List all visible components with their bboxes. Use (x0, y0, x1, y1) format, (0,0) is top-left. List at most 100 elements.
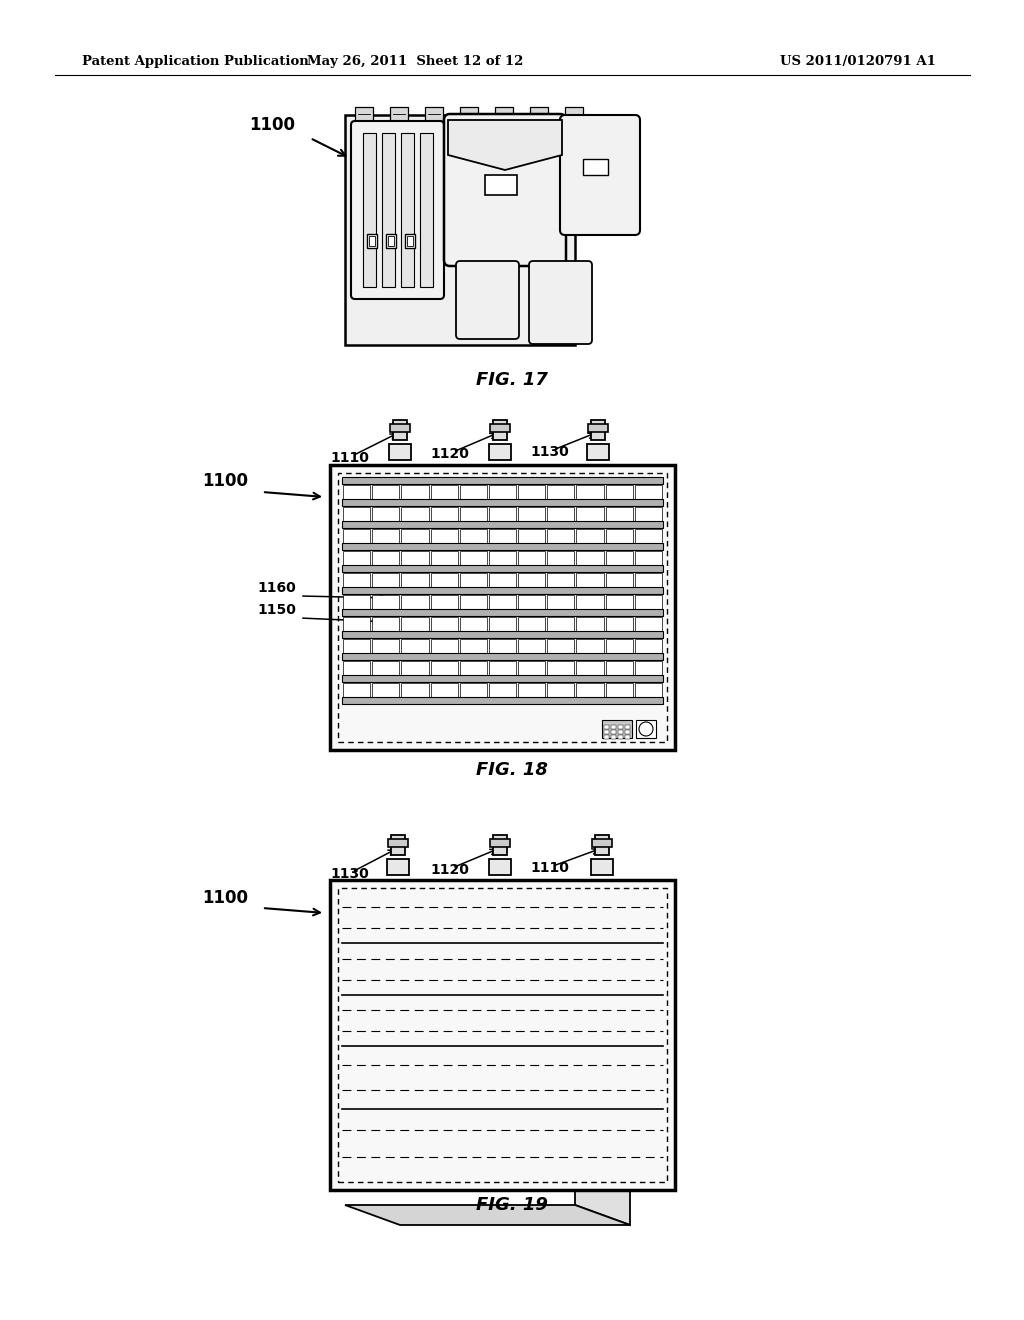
Bar (577, 616, 603, 631)
Bar (372, 529, 399, 543)
Bar (635, 616, 662, 631)
Bar (342, 587, 663, 594)
Bar (493, 420, 507, 440)
Bar (343, 573, 371, 587)
Bar (488, 550, 516, 565)
Bar (547, 550, 574, 565)
Bar (635, 682, 662, 697)
Bar (393, 420, 407, 440)
Bar (635, 595, 662, 609)
Bar (635, 507, 662, 521)
Text: 1100: 1100 (249, 116, 295, 135)
Bar (372, 484, 399, 499)
Bar (583, 158, 608, 176)
Bar (577, 682, 603, 697)
FancyBboxPatch shape (560, 115, 640, 235)
Bar (388, 840, 408, 847)
Bar (605, 573, 633, 587)
Bar (342, 609, 663, 616)
Bar (577, 573, 603, 587)
Bar (605, 595, 633, 609)
Bar (407, 236, 413, 246)
Bar (343, 550, 371, 565)
Bar (547, 616, 574, 631)
Bar (635, 639, 662, 653)
Bar (588, 424, 608, 432)
Bar (343, 484, 371, 499)
Bar (490, 840, 510, 847)
Bar (625, 725, 630, 729)
Bar (401, 133, 414, 286)
Bar (547, 639, 574, 653)
Bar (430, 484, 458, 499)
FancyBboxPatch shape (444, 114, 566, 267)
Bar (387, 859, 409, 875)
Text: 1100: 1100 (202, 888, 248, 907)
Bar (372, 573, 399, 587)
Bar (342, 653, 663, 660)
Bar (343, 682, 371, 697)
Bar (430, 616, 458, 631)
Bar (488, 484, 516, 499)
Text: FIG. 17: FIG. 17 (476, 371, 548, 389)
Bar (618, 730, 623, 734)
Text: 1110: 1110 (530, 861, 569, 875)
Bar (355, 107, 373, 121)
Bar (372, 550, 399, 565)
Bar (618, 725, 623, 729)
Bar (602, 719, 632, 738)
Bar (460, 639, 486, 653)
Bar (577, 484, 603, 499)
FancyBboxPatch shape (351, 121, 444, 300)
Bar (547, 573, 574, 587)
Bar (518, 682, 545, 697)
Bar (577, 550, 603, 565)
Bar (342, 521, 663, 528)
Text: FIG. 19: FIG. 19 (476, 1196, 548, 1214)
Bar (401, 507, 429, 521)
Bar (362, 133, 376, 286)
Bar (401, 616, 429, 631)
Bar (386, 234, 396, 248)
Bar (388, 236, 394, 246)
Bar (488, 661, 516, 675)
Bar (547, 595, 574, 609)
Bar (401, 661, 429, 675)
Text: 1130: 1130 (330, 867, 369, 880)
Bar (460, 507, 486, 521)
Text: Patent Application Publication: Patent Application Publication (82, 55, 309, 69)
Bar (401, 529, 429, 543)
Bar (611, 730, 616, 734)
Bar (391, 836, 406, 855)
Bar (488, 529, 516, 543)
Bar (547, 484, 574, 499)
Bar (372, 661, 399, 675)
Text: 1120: 1120 (430, 863, 469, 876)
Bar (342, 543, 663, 550)
Bar (343, 595, 371, 609)
Bar (611, 735, 616, 739)
Bar (547, 682, 574, 697)
Bar (390, 107, 408, 121)
Bar (592, 840, 612, 847)
Bar (605, 639, 633, 653)
Bar (605, 661, 633, 675)
Bar (401, 550, 429, 565)
Bar (547, 507, 574, 521)
Bar (488, 682, 516, 697)
Bar (636, 719, 656, 738)
Bar (460, 682, 486, 697)
Bar (401, 595, 429, 609)
Bar (605, 484, 633, 499)
Bar (460, 573, 486, 587)
Circle shape (639, 722, 653, 737)
Text: 1160: 1160 (257, 581, 296, 595)
Bar (605, 507, 633, 521)
Bar (389, 444, 411, 459)
Bar (343, 661, 371, 675)
Bar (635, 550, 662, 565)
Bar (367, 234, 377, 248)
Bar (430, 661, 458, 675)
Bar (489, 444, 511, 459)
Bar (577, 639, 603, 653)
